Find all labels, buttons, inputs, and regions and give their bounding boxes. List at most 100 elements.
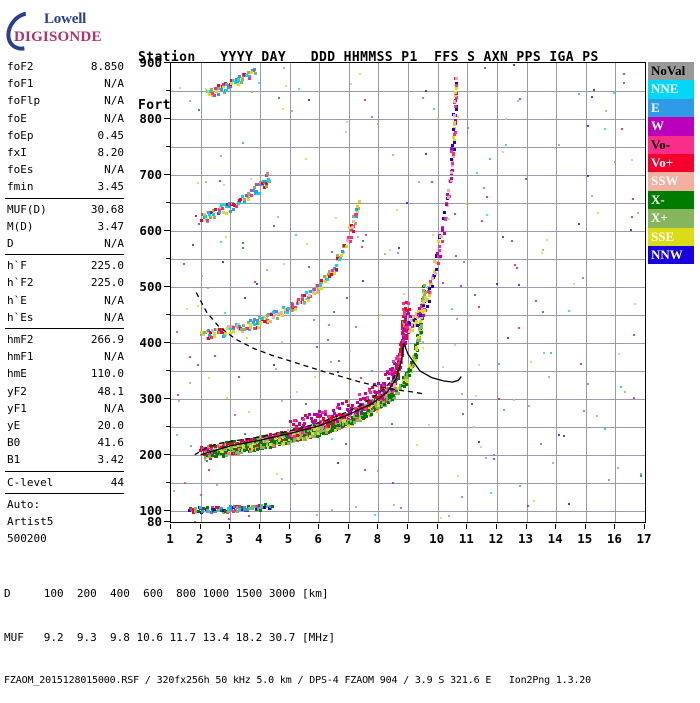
noise-point [489, 158, 492, 161]
echo-point [390, 388, 394, 392]
echo-point [412, 363, 416, 367]
noise-point [428, 424, 430, 427]
overlay-curves [194, 292, 462, 456]
echo-point [377, 400, 380, 404]
echo-point [402, 312, 406, 316]
noise-point [290, 109, 293, 112]
param-row-hE: h`E N/A [4, 292, 126, 309]
echo-point [261, 316, 265, 320]
echo-point [260, 444, 264, 448]
echo-point [241, 78, 245, 81]
echo-point [401, 331, 404, 335]
legend-item-nnw[interactable]: NNW [648, 245, 694, 265]
echo-point [220, 507, 224, 511]
param-row-foFlp: foFlp N/A [4, 92, 126, 109]
echo-point [263, 440, 267, 444]
echo-point [221, 449, 224, 453]
echo-point [454, 91, 458, 95]
echo-point [312, 412, 316, 416]
echo-point [219, 444, 223, 447]
echo-point [300, 433, 304, 437]
echo-point [349, 236, 353, 240]
echo-point [283, 431, 287, 435]
echo-point [250, 506, 254, 510]
x-axis-tick-label: 1 [166, 531, 174, 546]
echo-point [224, 331, 227, 335]
gridline-horizontal [171, 91, 645, 92]
echo-point [294, 305, 298, 309]
echo-point [401, 326, 405, 330]
lowell-digisonde-logo: Lowell DIGISONDE [0, 3, 130, 59]
noise-point [532, 500, 535, 503]
echo-point [452, 127, 456, 131]
param-row-hF2: h`F2 225.0 [4, 274, 126, 291]
noise-point [392, 504, 395, 507]
echo-point [285, 434, 289, 438]
legend-item-x[interactable]: X- [648, 190, 694, 210]
echo-point [383, 402, 387, 406]
echo-point [250, 193, 254, 197]
noise-point [622, 82, 625, 84]
ionogram-plot[interactable] [170, 62, 646, 523]
echo-point [265, 438, 269, 442]
legend-item-e[interactable]: E [648, 98, 694, 118]
x-axis-tick-label: 6 [314, 531, 322, 546]
echo-point [416, 310, 420, 314]
echo-point [390, 380, 394, 383]
echo-point [225, 441, 229, 445]
legend-item-ssw[interactable]: SSW [648, 172, 694, 191]
legend-item-label: E [651, 99, 660, 115]
legend-item-sse[interactable]: SSE [648, 227, 694, 246]
gridline-horizontal [171, 259, 645, 260]
echo-point [269, 505, 273, 509]
param-key: C-level [7, 475, 54, 489]
echo-point [406, 301, 410, 305]
echo-point [335, 254, 339, 258]
param-auto-line-0: Auto: [7, 497, 41, 511]
echo-point [236, 452, 240, 456]
legend-item-vo[interactable]: Vo- [648, 135, 694, 154]
echo-point [368, 407, 372, 411]
echo-point [402, 302, 406, 305]
echo-point [273, 434, 277, 438]
echo-point [347, 420, 351, 424]
echo-point [319, 281, 323, 284]
legend-item-w[interactable]: W [648, 117, 694, 136]
noise-point [436, 117, 439, 119]
legend-item-vo[interactable]: Vo+ [648, 153, 694, 173]
echo-point [311, 431, 314, 435]
echo-point [313, 423, 317, 426]
echo-point [390, 372, 394, 376]
noise-point [255, 283, 258, 286]
echo-point [441, 240, 444, 244]
echo-point [213, 93, 216, 97]
echo-point [309, 289, 313, 293]
param-row-Clevel: C-level 44 [4, 474, 126, 491]
echo-point [286, 441, 290, 445]
echo-point [226, 506, 230, 510]
echo-point [408, 363, 412, 367]
param-key: M(D) [7, 219, 34, 233]
noise-point [356, 235, 359, 238]
echo-point [391, 367, 395, 371]
echo-point [305, 429, 309, 433]
noise-point [203, 458, 206, 461]
echo-point [236, 509, 240, 513]
echo-point [402, 315, 406, 319]
param-value: N/A [104, 111, 124, 125]
echo-point [216, 453, 220, 457]
echo-point [249, 445, 253, 448]
legend-item-x[interactable]: X+ [648, 209, 694, 228]
legend-item-noval[interactable]: NoVal [648, 62, 694, 81]
echo-point [411, 329, 415, 333]
echo-point [316, 413, 320, 417]
gridline-vertical [408, 63, 409, 522]
echo-point [419, 313, 423, 317]
noise-point [583, 410, 586, 412]
echo-point [400, 343, 404, 347]
legend-item-nne[interactable]: NNE [648, 80, 694, 99]
echo-point [294, 436, 298, 440]
noise-point [360, 376, 363, 379]
echo-point [376, 409, 380, 413]
echo-point [442, 231, 446, 235]
